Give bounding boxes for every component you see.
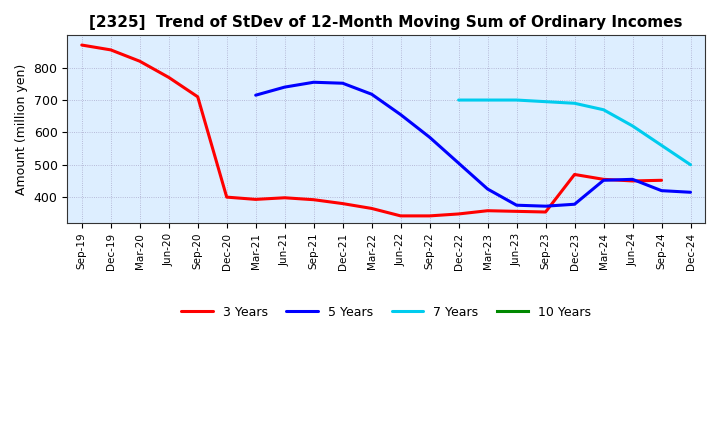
5 Years [629,177,637,182]
5 Years [396,112,405,117]
3 Years [512,209,521,214]
3 Years [367,206,376,211]
7 Years [483,97,492,103]
7 Years [657,143,666,148]
5 Years [541,204,550,209]
3 Years [135,59,144,64]
7 Years [686,162,695,167]
3 Years [599,177,608,182]
5 Years [280,84,289,90]
Legend: 3 Years, 5 Years, 7 Years, 10 Years: 3 Years, 5 Years, 7 Years, 10 Years [176,301,596,323]
3 Years [280,195,289,200]
3 Years [426,213,434,219]
Line: 3 Years: 3 Years [82,45,662,216]
5 Years [599,178,608,183]
Line: 5 Years: 5 Years [256,82,690,206]
5 Years [367,92,376,97]
5 Years [686,190,695,195]
3 Years [338,201,347,206]
Title: [2325]  Trend of StDev of 12-Month Moving Sum of Ordinary Incomes: [2325] Trend of StDev of 12-Month Moving… [89,15,683,30]
3 Years [194,94,202,99]
3 Years [629,178,637,183]
3 Years [570,172,579,177]
3 Years [251,197,260,202]
5 Years [657,188,666,193]
5 Years [512,202,521,208]
Y-axis label: Amount (million yen): Amount (million yen) [15,63,28,195]
3 Years [310,197,318,202]
Line: 7 Years: 7 Years [459,100,690,165]
5 Years [338,81,347,86]
5 Years [310,80,318,85]
7 Years [570,101,579,106]
5 Years [483,187,492,192]
7 Years [454,97,463,103]
3 Years [541,209,550,215]
3 Years [454,211,463,216]
3 Years [107,47,115,52]
3 Years [483,208,492,213]
7 Years [541,99,550,104]
7 Years [629,123,637,128]
7 Years [599,107,608,112]
7 Years [512,97,521,103]
5 Years [454,161,463,166]
5 Years [570,202,579,207]
3 Years [164,75,173,80]
5 Years [251,92,260,98]
3 Years [396,213,405,219]
3 Years [657,178,666,183]
5 Years [426,135,434,140]
3 Years [222,194,231,200]
3 Years [78,42,86,48]
